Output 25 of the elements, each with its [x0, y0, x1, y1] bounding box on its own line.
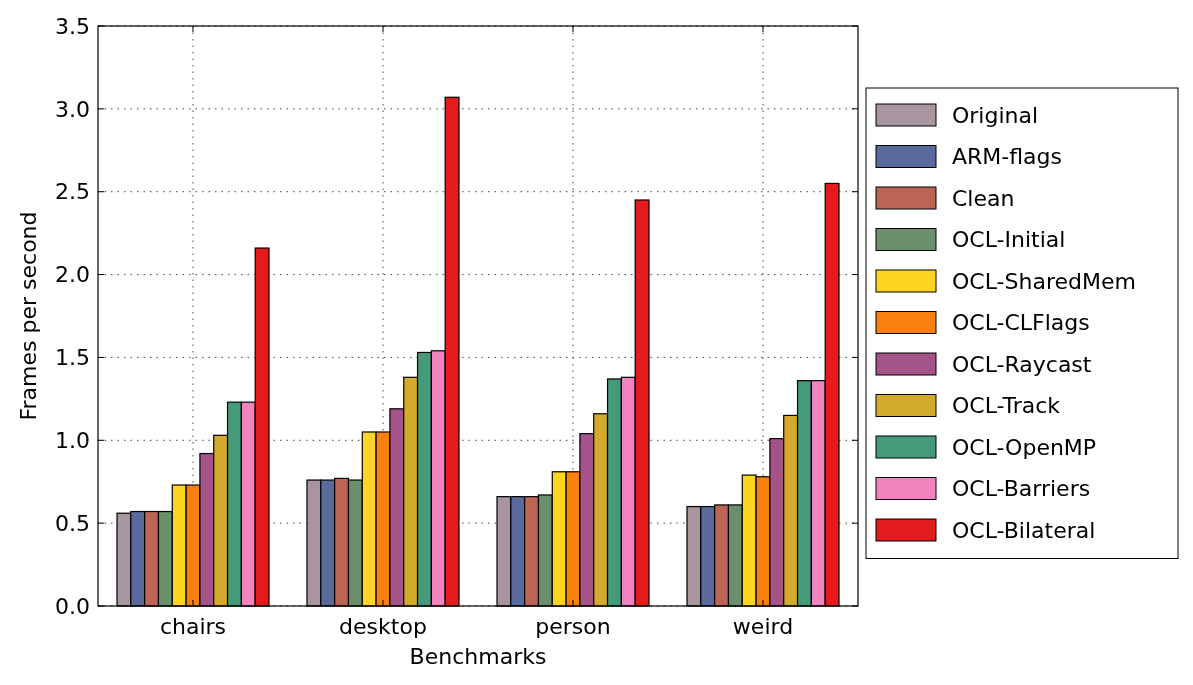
legend-label: OCL-Raycast: [952, 351, 1092, 377]
legend-label: OCL-OpenMP: [952, 434, 1097, 460]
y-tick-label: 0.0: [55, 593, 90, 619]
legend-label: Original: [952, 102, 1039, 128]
x-tick-label: desktop: [339, 614, 427, 639]
legend-label: OCL-Bilateral: [952, 517, 1096, 543]
x-tick-label: person: [535, 614, 611, 639]
legend-label: OCL-Initial: [952, 227, 1066, 253]
x-tick-label: chairs: [159, 614, 227, 639]
y-tick-label: 3.0: [55, 96, 90, 122]
legend-label: Clean: [952, 185, 1015, 211]
x-axis-title: Benchmarks: [409, 644, 547, 669]
legend-label: OCL-Track: [952, 393, 1061, 419]
y-tick-label: 1.0: [55, 427, 90, 453]
legend-label: OCL-CLFlags: [952, 310, 1090, 336]
y-tick-label: 0.5: [55, 510, 90, 536]
y-tick-label: 2.0: [55, 262, 90, 288]
x-tick-label: weird: [732, 614, 794, 639]
y-tick-label: 2.5: [55, 179, 90, 205]
y-tick-label: 3.5: [55, 13, 90, 39]
y-axis-title: Frames per second: [16, 211, 41, 421]
legend-label: ARM-flags: [952, 144, 1063, 170]
y-tick-label: 1.5: [55, 345, 90, 371]
legend-label: OCL-SharedMem: [952, 268, 1136, 294]
legend-label: OCL-Barriers: [952, 476, 1091, 502]
